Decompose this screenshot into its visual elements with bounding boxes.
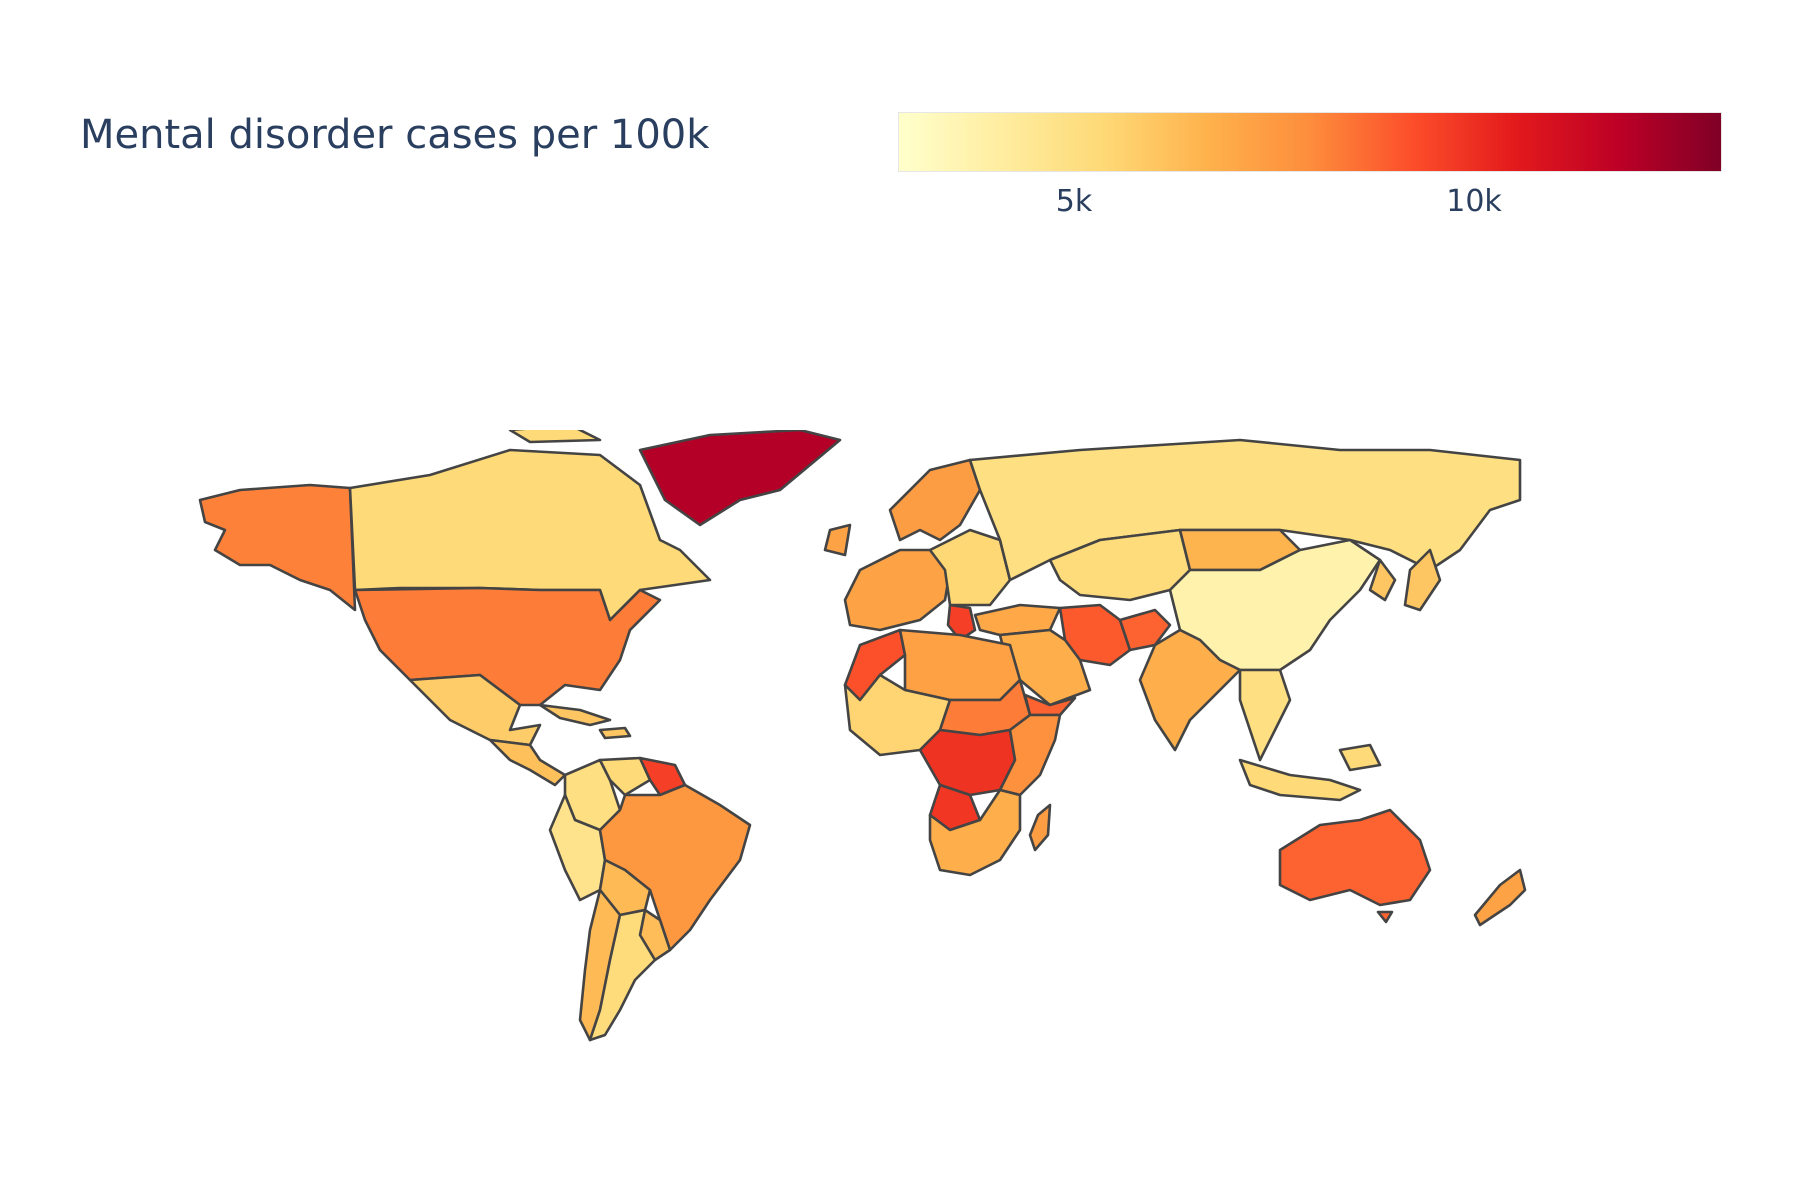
region-madagascar[interactable] [1028,803,1052,852]
region-caribbean[interactable] [538,703,632,740]
page-title: Mental disorder cases per 100k [80,112,710,158]
colorbar-tick-10k: 10k [1446,184,1502,219]
world-map [198,430,1527,1042]
region-mexico[interactable] [408,673,542,747]
colorbar [898,112,1722,172]
region-scandinavia[interactable] [888,458,982,542]
region-greenland[interactable] [638,430,842,527]
region-southeast-asia[interactable] [1238,668,1292,762]
region-western-europe[interactable] [823,523,952,632]
region-new-zealand[interactable] [1473,868,1527,927]
region-east-africa[interactable] [998,713,1062,797]
region-eastern-europe[interactable] [928,528,1012,607]
region-alaska[interactable] [198,483,357,612]
region-australia[interactable] [1278,808,1432,924]
colorbar-tick-5k: 5k [1055,184,1093,219]
region-india[interactable] [1138,628,1242,752]
region-greece[interactable] [946,603,977,642]
region-indonesia[interactable] [1238,743,1382,802]
region-central-america[interactable] [488,738,567,787]
region-venezuela[interactable] [598,756,652,797]
region-japan-korea[interactable] [1368,548,1442,612]
region-central-africa[interactable] [918,728,1017,797]
region-afghanistan[interactable] [1118,608,1172,652]
region-argentina[interactable] [588,908,657,1042]
region-usa[interactable] [353,586,662,707]
region-southern-africa[interactable] [928,788,1022,877]
